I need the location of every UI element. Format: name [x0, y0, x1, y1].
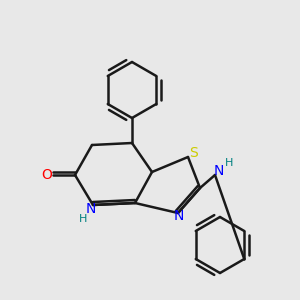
Text: O: O: [42, 168, 52, 182]
Text: N: N: [86, 202, 96, 216]
Text: N: N: [174, 209, 184, 223]
Text: H: H: [79, 214, 87, 224]
Text: S: S: [190, 146, 198, 160]
Text: N: N: [214, 164, 224, 178]
Text: H: H: [225, 158, 233, 168]
